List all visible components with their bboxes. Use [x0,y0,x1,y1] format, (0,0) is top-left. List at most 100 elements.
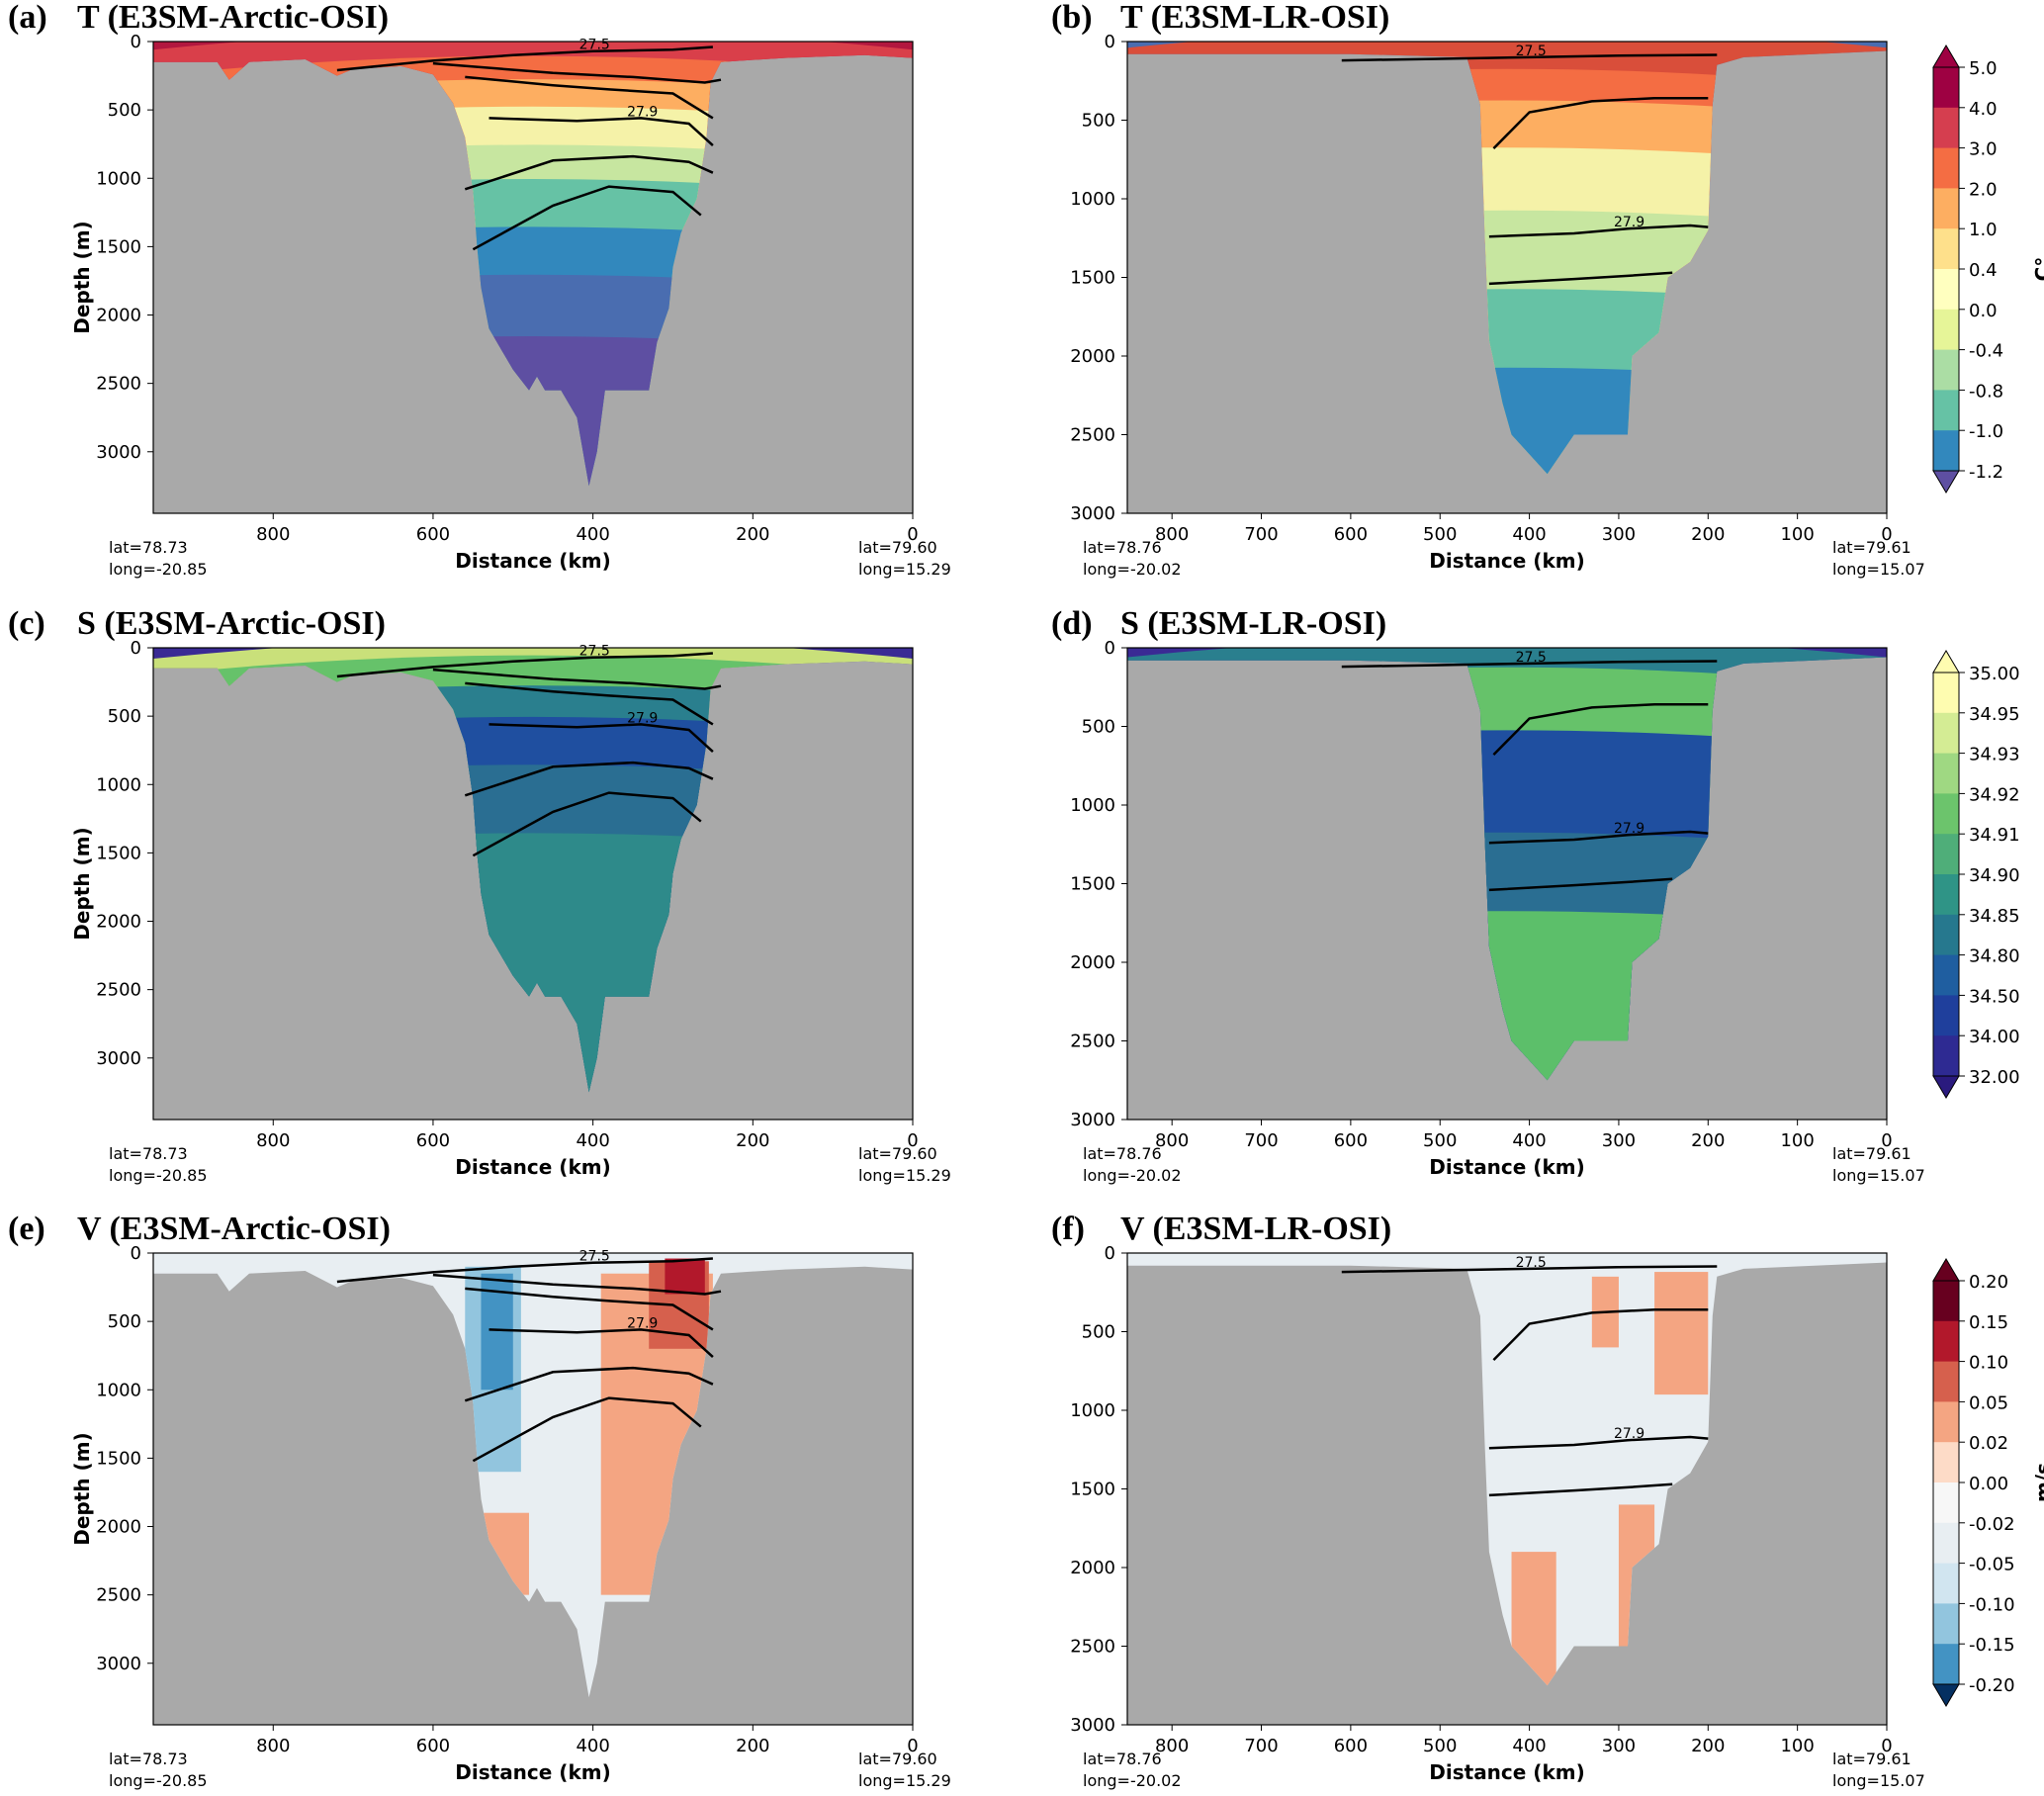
panel-label: (b) [1051,0,1093,36]
x-tick-label: 0 [907,524,918,545]
y-tick-label: 0 [1105,638,1115,659]
colorbar-swatch [1933,269,1959,311]
isopycnal-line [1492,1307,1709,1361]
x-tick-label: 0 [1881,1130,1892,1151]
panel-label: (d) [1051,605,1093,642]
isopycnal-line [432,61,722,84]
y-axis-label: Depth (m) [70,221,94,333]
panel-label: (c) [8,605,45,642]
x-tick-label: 200 [736,1130,769,1151]
y-tick-label: 2000 [96,912,141,933]
colorbar-tick-label: 0.02 [1969,1433,2008,1454]
colorbar-extend-bottom [1932,1683,1960,1707]
y-tick-label: 1500 [96,236,141,257]
colorbar-tick-label: 1.0 [1969,220,1998,240]
colorbar-tick-label: 34.50 [1969,986,2020,1007]
x-tick-label: 800 [256,1130,290,1151]
colorbar-tick-label: -0.05 [1969,1555,2015,1575]
colorbar-swatch [1933,228,1959,270]
colorbar-tick-label: 3.0 [1969,139,1998,160]
section-start-label: lat=78.76 [1083,1750,1162,1768]
isopycnal-line [489,723,714,754]
y-tick-label: 500 [108,1311,141,1332]
isopycnal-line [464,761,714,797]
panel-title: T (E3SM-LR-OSI) [1120,0,1389,36]
colorbar-tick-label: 2.0 [1969,179,1998,200]
isopycnal-line [489,1328,714,1359]
section-end-label: lat=79.60 [858,538,937,557]
colorbar-swatch [1933,1035,1959,1077]
y-tick-label: 1000 [96,774,141,795]
colorbar-swatch [1933,1361,1959,1402]
colorbar-swatch [1933,995,1959,1036]
isopycnal-line [1488,1435,1709,1450]
colorbar-tick-label: 34.93 [1969,745,2020,765]
isopycnal-line [465,75,714,120]
colorbar-tick-label: 4.0 [1969,99,1998,120]
isopycnal-line [1341,53,1718,62]
x-tick-label: 600 [1334,524,1368,545]
x-tick-label: 0 [907,1130,918,1151]
isopycnal-line [464,154,714,191]
colorbar-tick-label: 5.0 [1969,58,1998,79]
section-end-label: lat=79.60 [858,1144,937,1163]
panel-title: V (E3SM-LR-OSI) [1120,1211,1391,1247]
colorbar-tick-label: 32.00 [1969,1067,2020,1088]
x-axis-label: Distance (km) [455,549,610,573]
section-start-label: long=-20.02 [1083,1166,1182,1185]
x-tick-label: 500 [1423,1130,1457,1151]
x-tick-label: 400 [576,1736,609,1756]
section-start-label: lat=78.76 [1083,1144,1162,1163]
x-tick-label: 200 [736,1736,769,1756]
axes-frame [152,41,914,514]
isopycnal-line [1492,96,1709,149]
panel-e: (e) V (E3SM-Arctic-OSI) 27.5 27.9 800 600 400 2… [8,1211,951,1790]
axes-frame [152,647,914,1121]
isopycnal-line [432,668,722,690]
section-end-label: long=15.07 [1832,1771,1925,1790]
colorbar-swatch [1933,1401,1959,1443]
x-tick-label: 600 [416,1130,450,1151]
isopycnal-line [465,681,714,726]
colorbar-swatch [1933,349,1959,391]
y-tick-label: 0 [1105,1243,1115,1264]
x-tick-label: 0 [1881,1736,1892,1756]
x-tick-label: 800 [1155,1130,1189,1151]
panel-title: V (E3SM-Arctic-OSI) [77,1211,391,1247]
colorbar-extend-top [1932,650,1960,674]
panel-label: (a) [8,0,47,36]
y-tick-label: 500 [1082,1322,1115,1343]
colorbar-tick-label: -1.2 [1969,462,2003,483]
contour-label: 27.9 [627,104,658,120]
y-tick-label: 1500 [1070,1480,1115,1500]
colorbar-swatch [1933,954,1959,996]
panel-f: (f) V (E3SM-LR-OSI) 27.5 27.9 800 700 600 500 40… [1051,1211,1925,1790]
isopycnal-line [432,1273,722,1296]
colorbar-tick-label: 34.90 [1969,865,2020,886]
x-tick-label: 200 [1691,1736,1725,1756]
isopycnal-line [472,1396,702,1463]
x-axis-label: Distance (km) [1429,549,1584,573]
panel-label: (e) [8,1211,45,1247]
colorbar-T: 5.0 4.0 3.0 2.0 1.0 0.4 0.0 -0.4 -0.8 -1.0 -1.2 C° [1932,45,2044,494]
x-tick-label: 500 [1423,1736,1457,1756]
contour-label: 27.5 [579,644,610,660]
colorbar-tick-label: 34.00 [1969,1027,2020,1047]
x-tick-label: 300 [1602,1736,1636,1756]
section-end-label: long=15.29 [858,1166,951,1185]
section-end-label: lat=79.61 [1832,1750,1911,1768]
colorbar-extend-bottom [1932,1075,1960,1099]
colorbar-swatch [1933,188,1959,229]
isopycnal-line [1488,1482,1673,1497]
x-tick-label: 800 [256,1736,290,1756]
x-tick-label: 300 [1602,1130,1636,1151]
panel-a: (a) T (E3SM-Arctic-OSI) 27.5 27.9 800 600 400 2… [8,0,951,579]
colorbar-swatch [1933,1603,1959,1645]
panel-title: S (E3SM-LR-OSI) [1120,605,1386,642]
section-start-label: long=-20.02 [1083,560,1182,579]
y-tick-label: 1500 [96,1448,141,1469]
panel-d: (d) S (E3SM-LR-OSI) 27.5 27.9 800 700 600 500 40… [1051,605,1925,1185]
y-tick-label: 1000 [1070,189,1115,210]
y-tick-label: 1000 [1070,795,1115,816]
